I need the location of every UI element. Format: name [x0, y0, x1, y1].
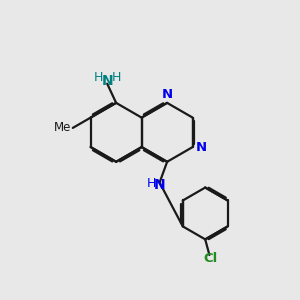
Text: H: H — [147, 177, 156, 190]
Text: H: H — [111, 71, 121, 84]
Text: H: H — [94, 71, 104, 84]
Text: N: N — [162, 88, 173, 100]
Text: Me: Me — [54, 122, 71, 134]
Text: N: N — [154, 178, 165, 193]
Text: Cl: Cl — [204, 252, 218, 265]
Text: N: N — [196, 141, 207, 154]
Text: N: N — [102, 74, 114, 88]
